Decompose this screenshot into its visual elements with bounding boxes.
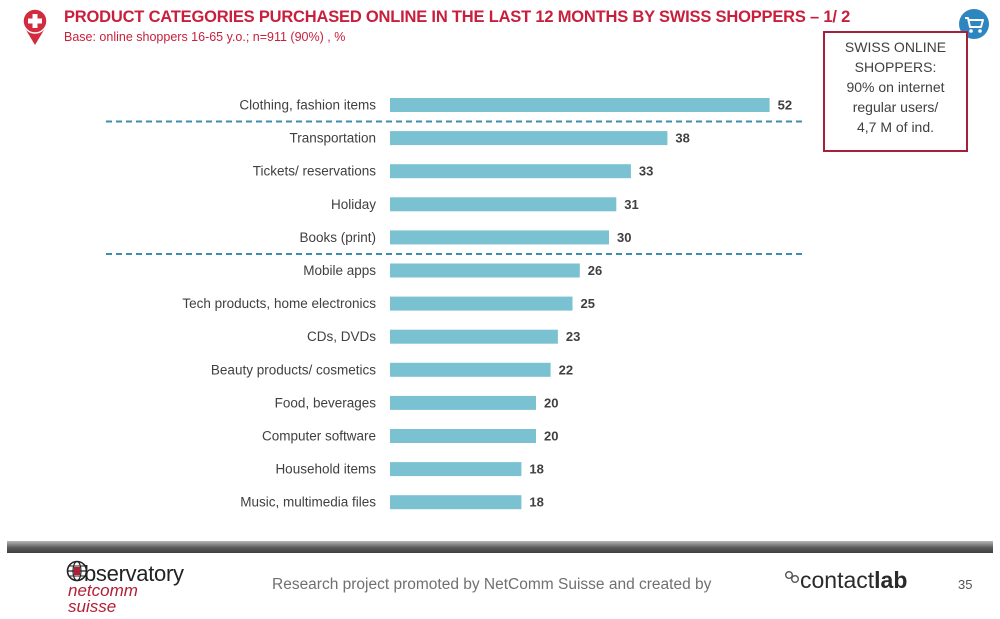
category-label: Tech products, home electronics [182,296,376,311]
callout-line: 4,7 M of ind. [856,119,935,135]
bar [390,495,522,510]
bar-value-label: 52 [778,98,792,113]
bar-value-label: 23 [566,329,580,344]
swiss-flag-pin-icon [22,8,48,46]
category-label: Music, multimedia files [240,495,376,510]
observatory-logo-word: bservatory [84,561,184,586]
bar [390,197,617,212]
contactlab-logo: contactlab [784,567,934,597]
bar-value-label: 25 [581,296,595,311]
bar [390,462,522,477]
bar-value-label: 22 [559,362,573,377]
category-label: CDs, DVDs [307,329,376,344]
bar-value-label: 26 [588,263,602,278]
category-label: Holiday [331,197,376,212]
category-label: Computer software [262,429,376,444]
bar-value-label: 18 [529,495,543,510]
bar-value-label: 30 [617,230,631,245]
bar [390,362,551,377]
bar-value-label: 31 [624,197,638,212]
category-label: Mobile apps [303,263,376,278]
bar [390,395,536,410]
callout-line: regular users/ [852,99,939,115]
category-label: Books (print) [299,230,376,245]
bar [390,164,631,179]
info-callout-box: SWISS ONLINE SHOPPERS: 90% on internet r… [823,31,968,152]
bar [390,230,609,245]
suisse-logo-text: suisse [68,597,117,616]
contactlab-logo-bold: lab [874,567,908,593]
category-label: Beauty products/ cosmetics [211,362,376,377]
category-label: Household items [275,462,376,477]
category-label: Clothing, fashion items [239,98,376,113]
bar [390,429,536,443]
observatory-logo: bservatory netcomm suisse [62,558,212,618]
callout-line: SHOPPERS: [854,59,937,75]
category-label: Food, beverages [275,395,377,410]
bar [390,296,573,311]
netcomm-logo-text: netcomm [68,581,138,600]
callout-line: SWISS ONLINE [844,39,947,55]
bar-value-label: 18 [529,462,543,477]
footer-divider-bar [7,541,993,553]
bar-value-label: 20 [544,395,558,410]
bar [390,263,580,278]
bar-value-label: 38 [675,131,689,146]
bar-value-label: 33 [639,164,653,179]
contactlab-logo-light: contact [800,567,875,593]
bar [390,131,668,146]
page-number: 35 [958,577,973,592]
page-title: PRODUCT CATEGORIES PURCHASED ONLINE IN T… [64,8,851,26]
globe-icon [66,560,88,582]
bar-chart: Clothing, fashion items 52 Transportation 3… [106,98,802,510]
promo-text: Research project promoted by NetComm Sui… [272,576,712,593]
bar [390,329,558,344]
bar [390,98,770,112]
contactlab-logo-icon [785,571,799,583]
callout-line: 90% on internet [846,79,945,95]
category-label: Transportation [289,131,376,146]
page-subtitle: Base: online shoppers 16-65 y.o.; n=911 … [64,30,346,44]
category-label: Tickets/ reservations [253,164,377,179]
bar-value-label: 20 [544,429,558,444]
